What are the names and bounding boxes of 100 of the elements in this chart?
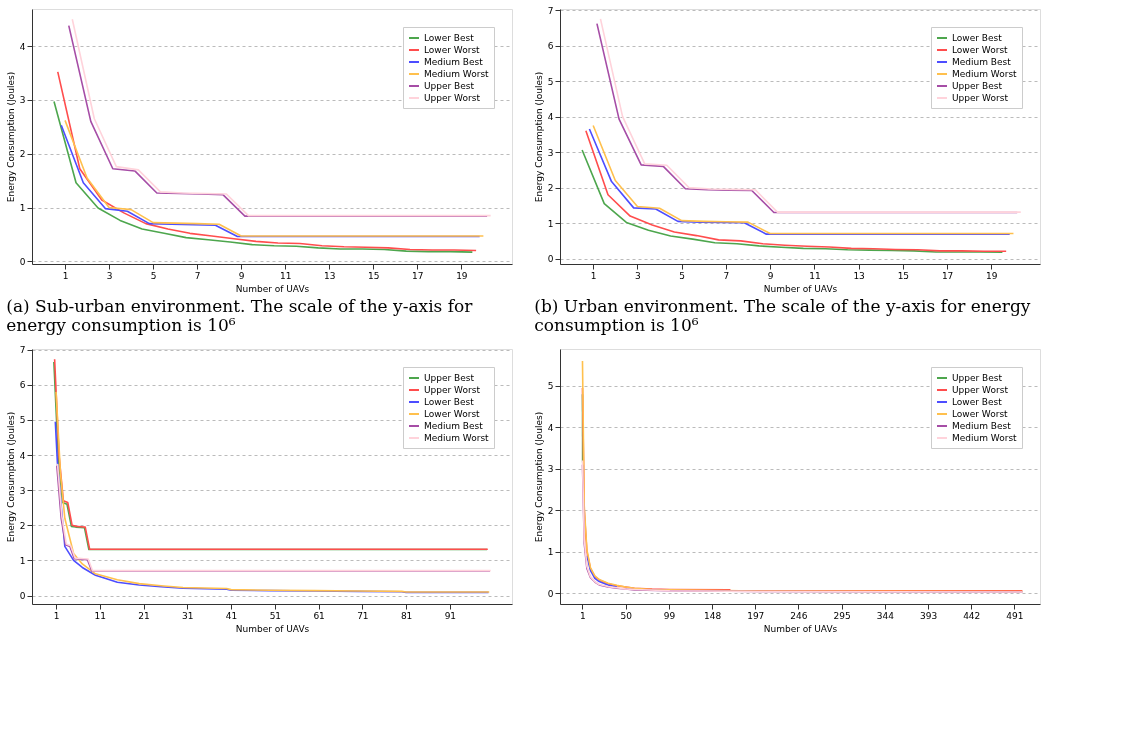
x-axis-title: Number of UAVs	[763, 283, 838, 294]
legend-label: Lower Best	[424, 33, 475, 43]
x-tick-label: 1	[580, 610, 586, 621]
y-tick-label: 4	[547, 422, 554, 433]
x-tick-label: 5	[150, 270, 157, 281]
y-tick-label: 4	[19, 41, 26, 52]
x-tick-label: 9	[238, 270, 245, 281]
legend-label: Upper Best	[952, 373, 1003, 383]
x-tick-label: 17	[412, 270, 424, 281]
y-tick-label: 2	[19, 520, 26, 531]
y-tick-label: 3	[19, 485, 26, 496]
legend-label: Lower Worst	[424, 45, 481, 55]
y-tick-label: 5	[547, 381, 554, 392]
x-tick-label: 19	[456, 270, 468, 281]
x-tick-label: 15	[368, 270, 380, 281]
legend-label: Upper Worst	[424, 385, 481, 395]
y-tick-label: 4	[19, 450, 26, 461]
legend-label: Medium Best	[952, 421, 1012, 431]
x-tick-label: 7	[194, 270, 201, 281]
legend-label: Upper Best	[424, 373, 475, 383]
x-axis-title: Number of UAVs	[763, 623, 838, 634]
x-tick-label: 61	[313, 610, 325, 621]
legend-label: Lower Worst	[952, 409, 1009, 419]
legend-label: Medium Worst	[424, 433, 490, 443]
x-tick-label: 148	[703, 610, 722, 621]
x-tick-label: 246	[790, 610, 808, 621]
y-tick-label: 1	[547, 218, 554, 229]
x-tick-label: 3	[635, 270, 641, 281]
x-tick-label: 197	[747, 610, 765, 621]
x-tick-label: 11	[94, 610, 107, 621]
y-tick-label: 5	[19, 415, 26, 426]
y-tick-label: 5	[547, 76, 554, 87]
x-tick-label: 393	[919, 610, 938, 621]
x-tick-label: 50	[620, 610, 633, 621]
y-tick-label: 1	[19, 203, 26, 214]
x-tick-label: 13	[853, 270, 865, 281]
y-tick-label: 0	[19, 591, 26, 602]
x-tick-label: 7	[723, 270, 730, 281]
legend-label: Upper Best	[424, 81, 475, 91]
legend-label: Medium Best	[424, 57, 484, 67]
y-tick-label: 2	[19, 149, 26, 160]
legend-label: Lower Worst	[952, 45, 1009, 55]
y-tick-label: 0	[19, 256, 26, 267]
x-tick-label: 31	[182, 610, 194, 621]
y-tick-label: 2	[547, 183, 554, 194]
legend-label: Medium Worst	[952, 69, 1018, 79]
y-tick-label: 3	[547, 464, 554, 475]
x-tick-label: 71	[357, 610, 369, 621]
text: (a) Sub-urban environment. The scale of the y-axis for energy consumption is 10⁶	[6, 296, 474, 335]
x-tick-label: 15	[897, 270, 910, 281]
legend-label: Lower Best	[952, 397, 1003, 407]
y-tick-label: 1	[19, 555, 26, 566]
x-tick-label: 99	[663, 610, 676, 621]
x-tick-label: 9	[767, 270, 774, 281]
y-tick-label: 6	[19, 380, 26, 391]
legend-label: Lower Worst	[424, 409, 481, 419]
y-tick-label: 3	[19, 95, 26, 106]
y-tick-label: 2	[547, 505, 554, 516]
x-tick-label: 442	[963, 610, 981, 621]
legend-label: Upper Worst	[952, 385, 1009, 395]
text: (b) Urban environment. The scale of the y-axis for energy consumption is 10⁶	[534, 296, 1031, 335]
x-tick-label: 344	[876, 610, 895, 621]
legend-label: Lower Best	[952, 33, 1003, 43]
legend-label: Medium Best	[424, 421, 484, 431]
legend-label: Medium Best	[952, 57, 1012, 67]
legend-label: Medium Worst	[424, 69, 490, 79]
y-axis-title: Energy Consumption (Joules)	[5, 411, 16, 543]
x-tick-label: 81	[400, 610, 413, 621]
y-axis-title: Energy Consumption (Joules)	[533, 411, 544, 543]
y-tick-label: 4	[547, 112, 554, 123]
y-axis-title: Energy Consumption (Joules)	[533, 71, 544, 203]
y-axis-title: Energy Consumption (Joules)	[5, 71, 16, 203]
y-tick-label: 0	[547, 254, 554, 265]
y-tick-label: 0	[547, 588, 554, 599]
x-tick-label: 491	[1006, 610, 1024, 621]
x-tick-label: 5	[679, 270, 686, 281]
y-tick-label: 3	[547, 147, 554, 158]
x-tick-label: 1	[53, 610, 60, 621]
x-tick-label: 3	[106, 270, 113, 281]
x-tick-label: 13	[324, 270, 336, 281]
y-tick-label: 1	[547, 547, 554, 558]
x-tick-label: 51	[269, 610, 282, 621]
y-tick-label: 7	[19, 345, 26, 356]
x-tick-label: 21	[138, 610, 150, 621]
x-axis-title: Number of UAVs	[235, 623, 310, 634]
x-tick-label: 11	[809, 270, 821, 281]
x-tick-label: 41	[225, 610, 238, 621]
y-tick-label: 6	[547, 41, 554, 52]
x-tick-label: 91	[444, 610, 457, 621]
x-axis-title: Number of UAVs	[235, 283, 310, 294]
y-tick-label: 7	[547, 5, 554, 16]
legend-label: Lower Best	[424, 397, 475, 407]
x-tick-label: 11	[279, 270, 292, 281]
x-tick-label: 1	[62, 270, 69, 281]
x-tick-label: 17	[941, 270, 954, 281]
x-tick-label: 295	[833, 610, 851, 621]
legend-label: Medium Worst	[952, 433, 1018, 443]
x-tick-label: 19	[986, 270, 998, 281]
x-tick-label: 1	[590, 270, 597, 281]
legend-label: Upper Best	[952, 81, 1003, 91]
